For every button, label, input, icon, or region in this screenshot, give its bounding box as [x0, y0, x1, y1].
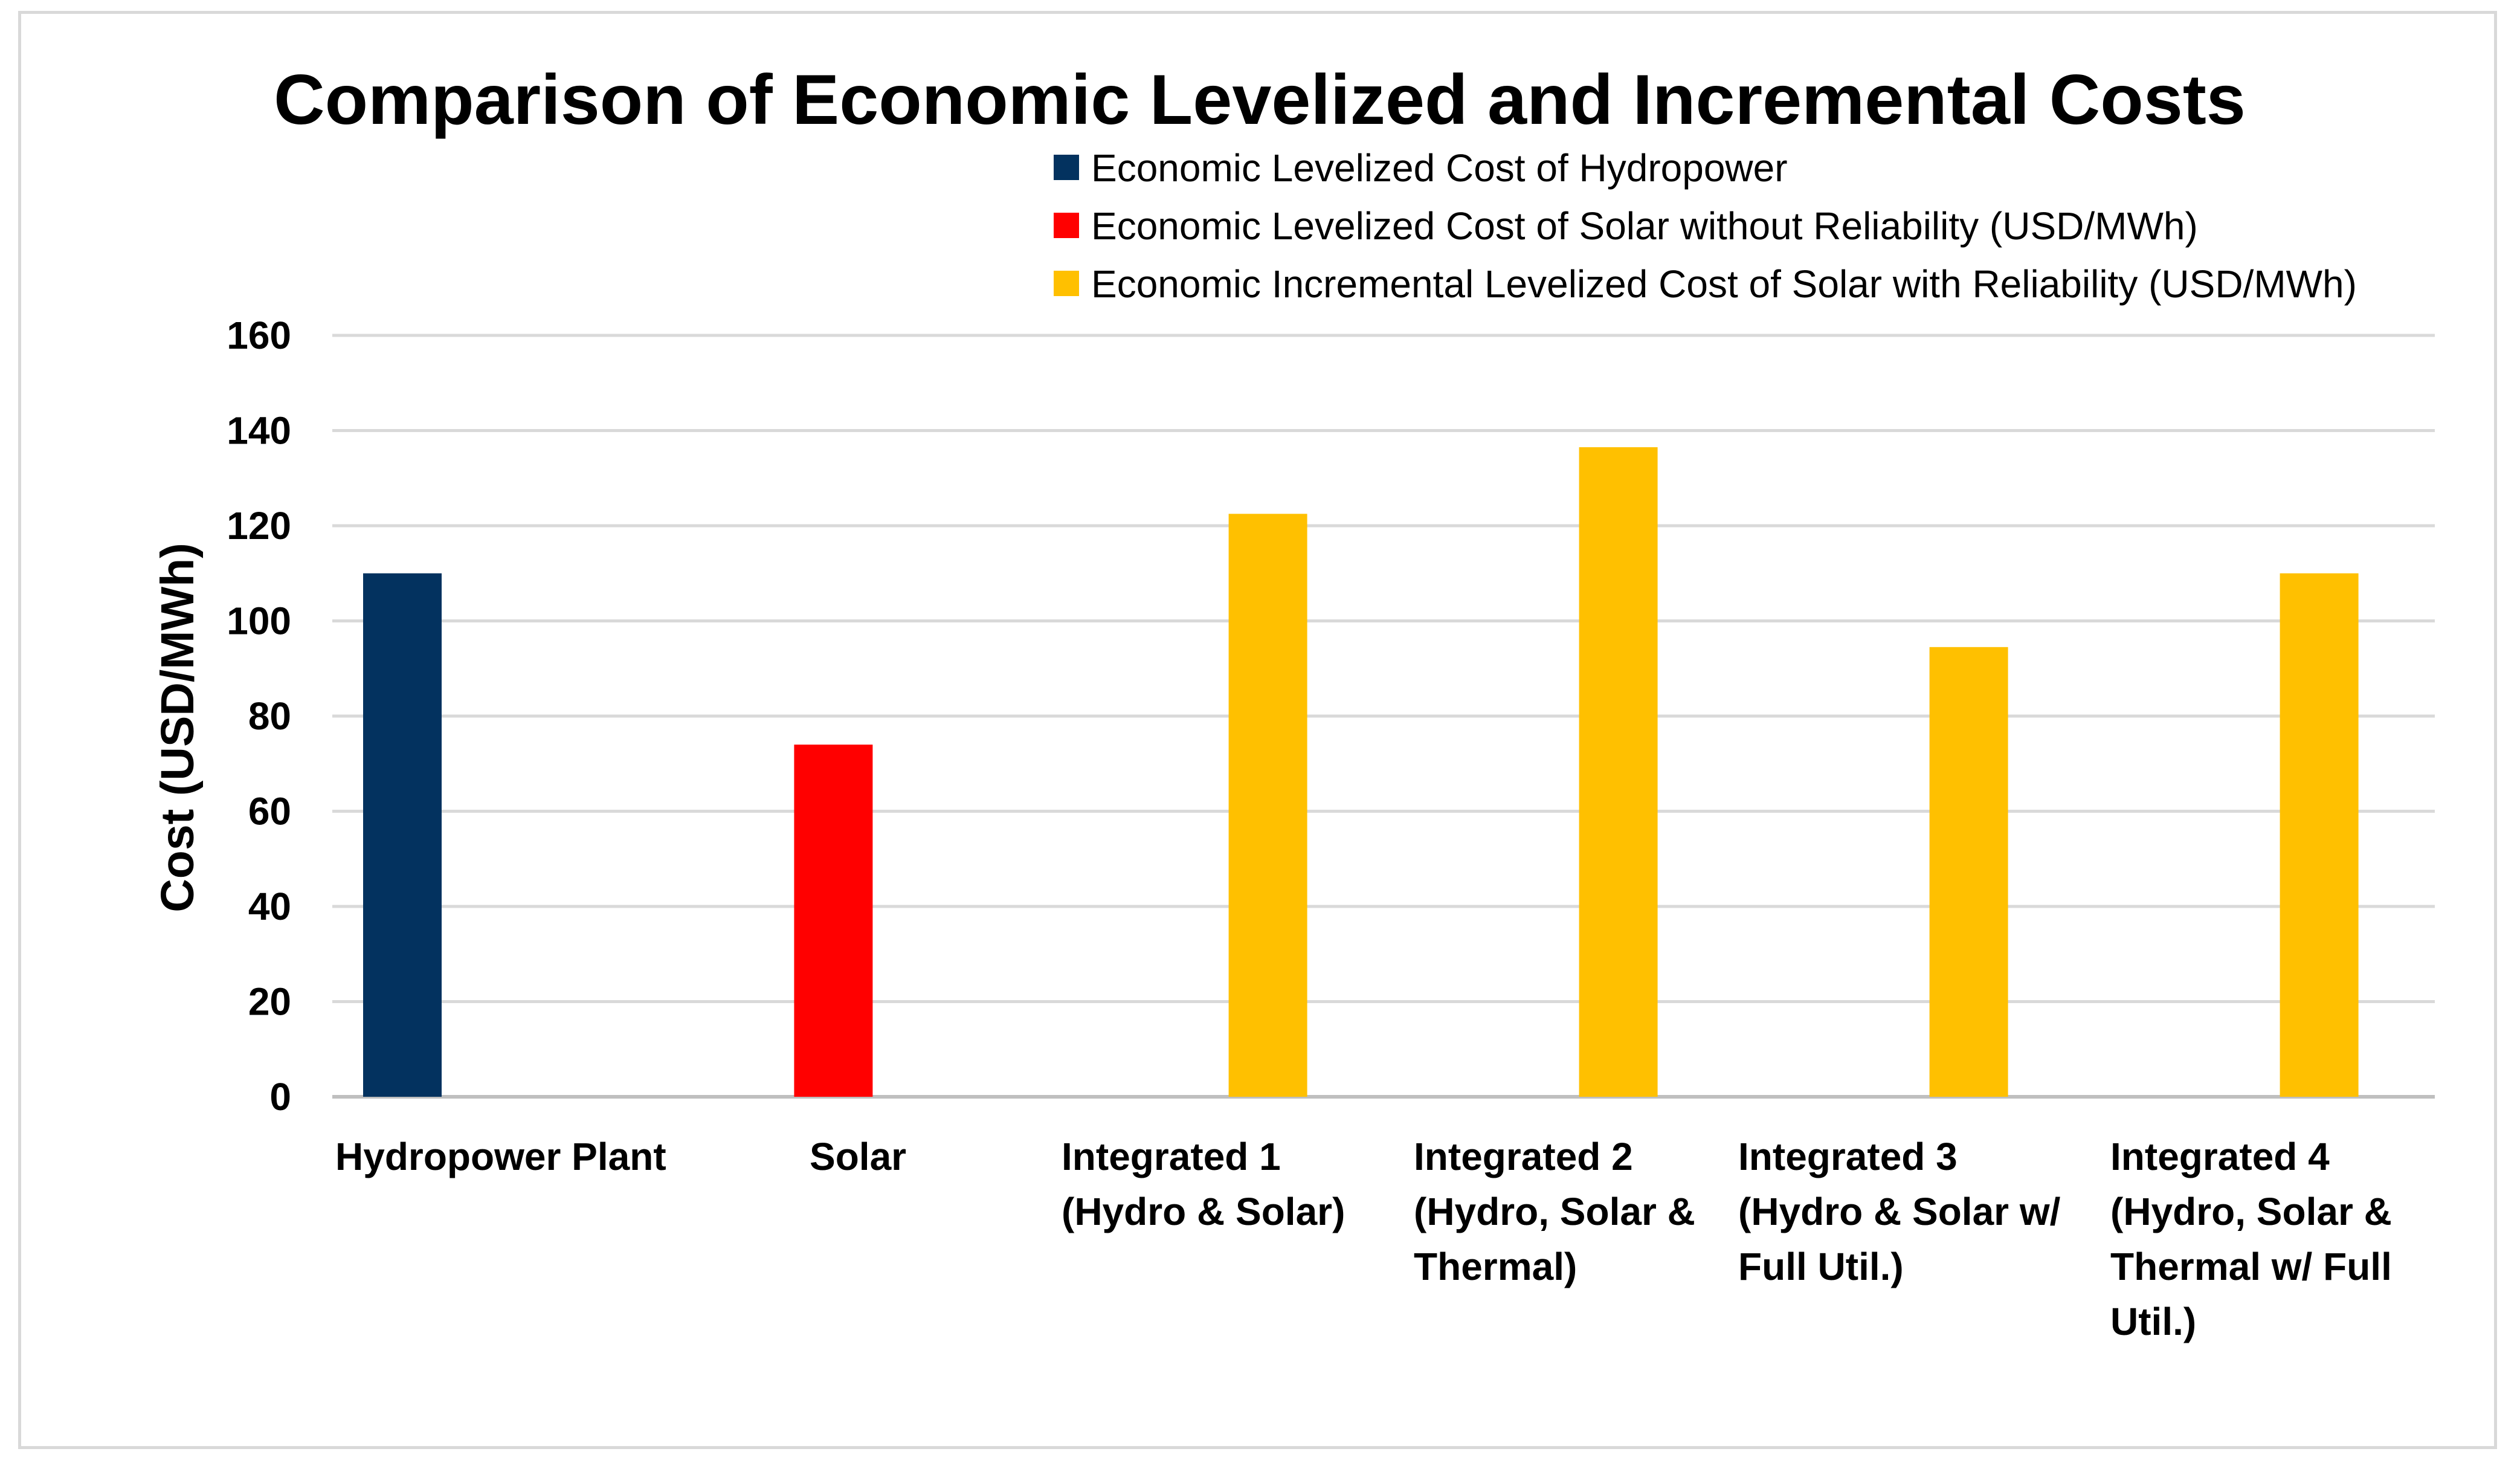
x-category-label: Hydropower Plant [335, 1135, 666, 1178]
legend-label: Economic Incremental Levelized Cost of S… [1091, 262, 2357, 306]
y-tick-label: 20 [248, 980, 291, 1024]
y-axis-label: Cost (USD/MWh) [152, 543, 204, 912]
y-axis-ticks: 0 20 40 60 80 100 120 140 160 [227, 314, 291, 1119]
bar [794, 744, 873, 1097]
bar [363, 573, 442, 1097]
y-tick-label: 80 [248, 694, 291, 738]
legend-swatch [1054, 213, 1079, 238]
legend-swatch [1054, 271, 1079, 296]
legend-label: Economic Levelized Cost of Hydropower [1091, 146, 1788, 190]
y-tick-label: 40 [248, 885, 291, 928]
y-tick-label: 160 [227, 314, 291, 357]
legend-label: Economic Levelized Cost of Solar without… [1091, 204, 2198, 248]
x-category-label: Solar [810, 1135, 906, 1178]
bars [363, 447, 2359, 1097]
x-category-label: Integrated 4 (Hydro, Solar & Thermal w/ Fu… [2110, 1135, 2392, 1343]
bar [1579, 447, 1658, 1097]
x-category-label: Integrated 2 (Hydro, Solar & Thermal) [1414, 1135, 1695, 1288]
x-axis-categories: Hydropower Plant Solar Integrated 1 (Hydro … [335, 1135, 2392, 1343]
bar [1228, 514, 1307, 1097]
bar [2280, 573, 2359, 1097]
y-tick-label: 0 [269, 1075, 291, 1119]
chart-frame [18, 11, 2497, 1449]
y-tick-label: 60 [248, 790, 291, 833]
x-category-label: Integrated 3 (Hydro & Solar w/Full Util.) [1738, 1135, 2061, 1288]
legend: Economic Levelized Cost of Hydropower Eco… [1054, 146, 2357, 306]
y-tick-label: 140 [227, 409, 291, 453]
y-tick-label: 100 [227, 599, 291, 643]
y-tick-label: 120 [227, 504, 291, 547]
legend-swatch [1054, 155, 1079, 180]
chart-title: Comparison of Economic Levelized and Inc… [274, 60, 2246, 139]
gridlines [332, 334, 2435, 1099]
x-category-label: Integrated 1 (Hydro & Solar) [1062, 1135, 1345, 1233]
bar [1929, 647, 2008, 1097]
